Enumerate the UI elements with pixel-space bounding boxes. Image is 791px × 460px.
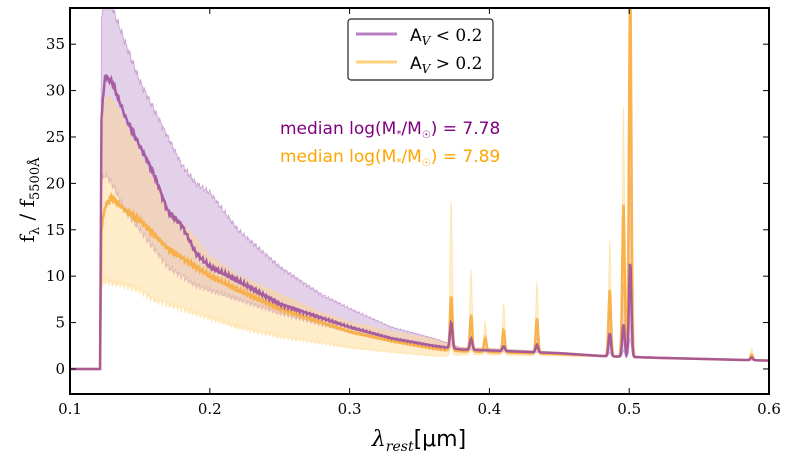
- y-tick-label: 30: [46, 82, 65, 100]
- x-tick-label: 0.6: [757, 400, 781, 418]
- y-tick-label: 15: [46, 221, 65, 239]
- x-tick-label: 0.2: [198, 400, 222, 418]
- median-line-low-av: [70, 74, 769, 371]
- legend-label-high-av: AV > 0.2: [410, 54, 482, 76]
- ticks: 0.1 0.2 0.3 0.4 0.5 0.6 0 5 10 15 20 25 30 35: [46, 8, 781, 418]
- annotation-median-mass-high-av: median log(M*/M☉) = 7.89: [280, 147, 500, 169]
- y-tick-label: 20: [46, 174, 65, 192]
- x-tick-label: 0.1: [58, 400, 82, 418]
- y-tick-label: 5: [55, 314, 65, 332]
- x-axis-label: λrest[μm]: [371, 427, 466, 455]
- axes-frame: [69, 7, 770, 395]
- y-tick-label: 35: [46, 35, 65, 53]
- legend: AV < 0.2 AV > 0.2: [347, 18, 494, 81]
- y-tick-label: 10: [46, 267, 65, 285]
- y-tick-label: 25: [46, 128, 65, 146]
- plot-area: [70, 8, 769, 371]
- y-axis-label: fλ / f5500Å: [15, 157, 43, 243]
- y-tick-label: 0: [55, 360, 65, 378]
- x-tick-label: 0.5: [617, 400, 641, 418]
- x-tick-label: 0.4: [477, 400, 501, 418]
- x-tick-label: 0.3: [338, 400, 362, 418]
- annotation-median-mass-low-av: median log(M*/M☉) = 7.78: [280, 119, 500, 141]
- legend-label-low-av: AV < 0.2: [410, 26, 482, 48]
